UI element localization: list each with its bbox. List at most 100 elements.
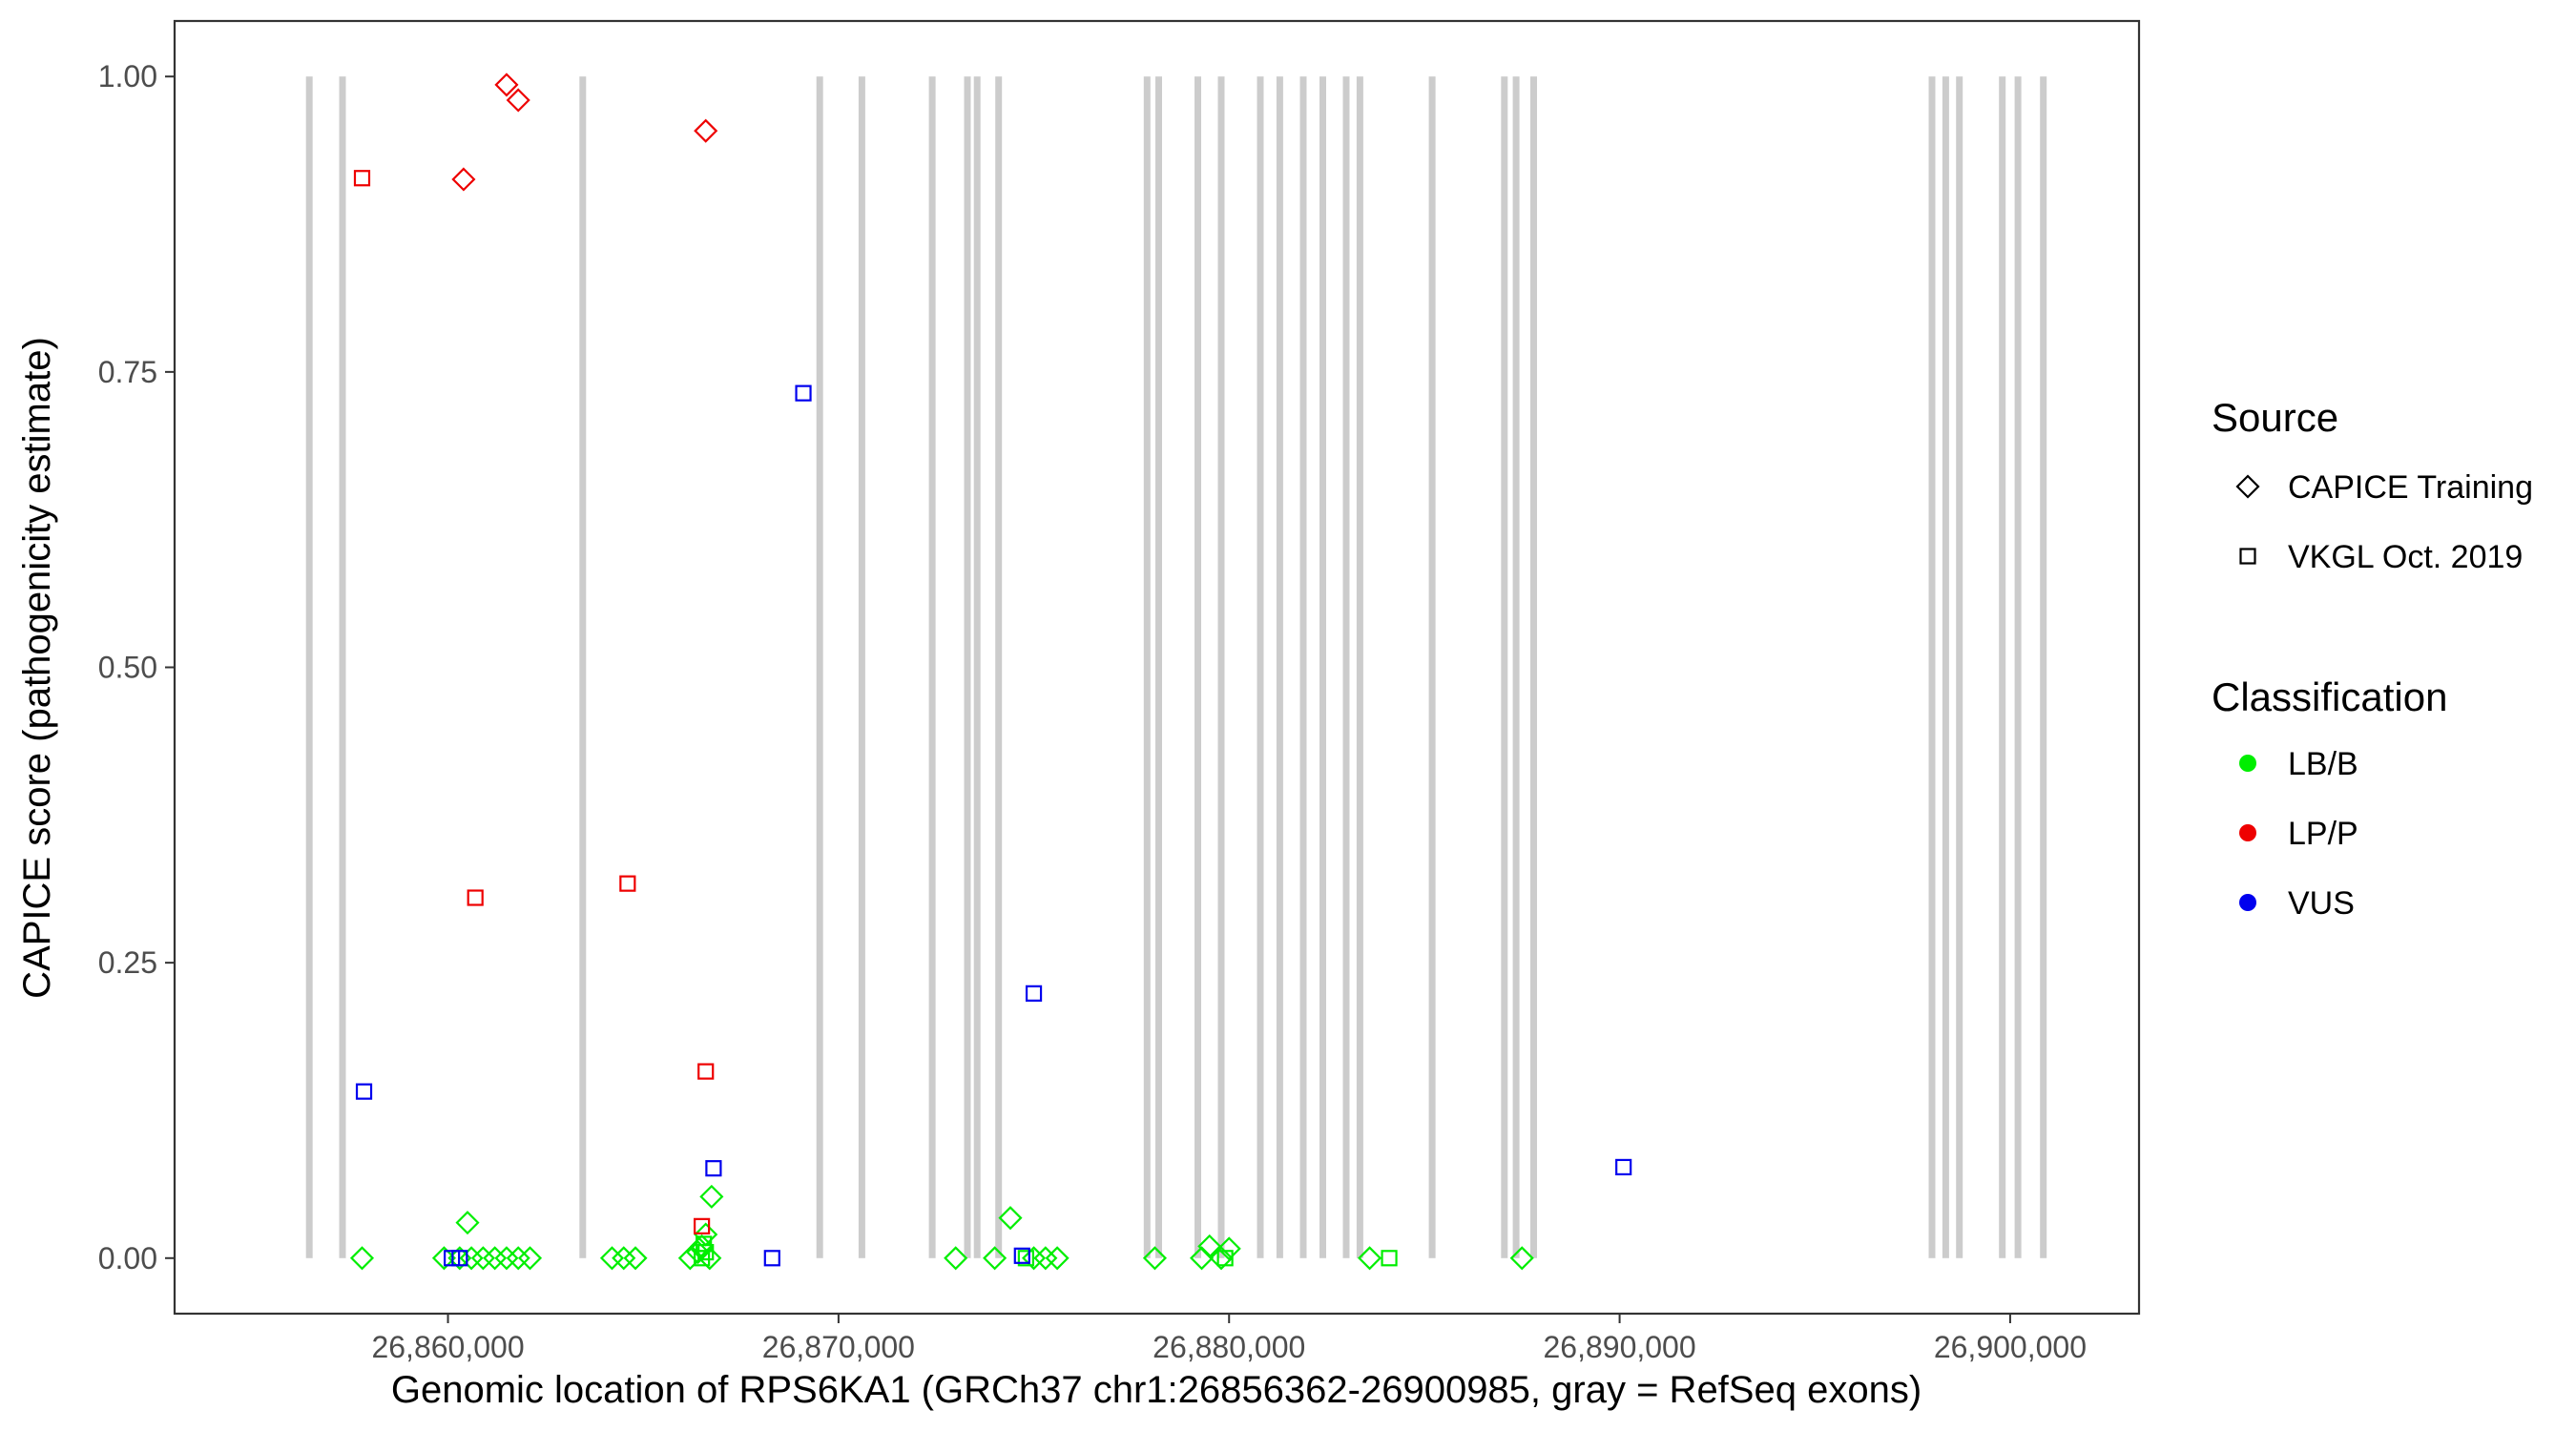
data-point [619,875,636,892]
exon-bar [579,76,587,1258]
exon-bar [1956,76,1963,1258]
data-point [599,1246,625,1271]
exon-bar [1143,76,1151,1258]
legend-key-dot [2239,824,2256,841]
y-tick-label: 0.50 [98,651,157,685]
data-point [1216,1236,1241,1261]
data-point [459,1246,484,1271]
data-point [697,1243,715,1261]
points-layer [349,73,1632,1271]
data-point [451,1250,468,1267]
exon-bar [1512,76,1520,1258]
data-point [353,170,371,187]
data-point [1045,1246,1070,1271]
y-tick-label: 0.25 [98,945,157,980]
exon-bar [1257,76,1264,1258]
data-point [1025,985,1043,1002]
legend-key-dot [2239,894,2256,911]
data-point [451,167,476,192]
data-point [1381,1250,1398,1267]
exon-bar [2040,76,2047,1258]
exon-bar [964,76,971,1258]
data-point [1197,1234,1222,1258]
legend-label-classification: VUS [2288,885,2355,922]
x-axis-title: Genomic location of RPS6KA1 (GRCh37 chr1… [391,1369,1922,1411]
data-point [494,1246,519,1271]
exon-bar [1319,76,1326,1258]
exon-bar [1428,76,1436,1258]
data-point [983,1246,1008,1271]
exon-bar [1276,76,1283,1258]
data-point [697,1246,722,1271]
data-point [1033,1246,1058,1271]
data-point [699,1184,724,1209]
data-point [685,1240,711,1265]
x-tick-label: 26,890,000 [1543,1330,1695,1364]
data-point [517,1246,543,1271]
legend: Source CAPICE Training VKGL Oct. 2019 Cla… [2212,395,2533,922]
exon-bar [1195,76,1201,1258]
x-tick-label: 26,870,000 [762,1330,915,1364]
data-point [1209,1246,1234,1271]
data-point [1615,1158,1632,1176]
y-tick-label: 0.75 [98,355,157,389]
exon-bar [1999,76,2006,1258]
exon-bar [305,76,313,1258]
exon-bar [816,76,823,1258]
exon-bar [1501,76,1508,1258]
data-point [431,1246,457,1271]
data-point [694,118,718,143]
exon-bar [1356,76,1363,1258]
exon-bar [1155,76,1162,1258]
legend-label-source: VKGL Oct. 2019 [2288,539,2523,575]
x-tick-label: 26,860,000 [371,1330,524,1364]
exon-layer [305,76,2047,1258]
exon-bar [1530,76,1537,1258]
legend-title-source: Source [2212,395,2338,440]
legend-label-classification: LP/P [2288,816,2358,852]
exon-bar [1217,76,1225,1258]
data-point [1017,1250,1034,1267]
exon-bar [973,76,981,1258]
data-point [998,1206,1023,1231]
exon-bar [928,76,936,1258]
data-point [470,1246,495,1271]
data-point [506,1246,530,1271]
data-point [697,1063,715,1080]
data-point [506,88,530,113]
legend-label-classification: LB/B [2288,746,2358,782]
exon-bar [1342,76,1350,1258]
data-point [455,1211,480,1235]
legend-key-dot [2239,755,2256,772]
data-point [349,1246,375,1271]
x-tick-label: 26,880,000 [1153,1330,1305,1364]
data-point [696,1235,713,1253]
data-point [355,1083,373,1100]
data-point [944,1246,968,1271]
data-point [1013,1247,1030,1264]
legend-key-diamond [2235,474,2260,499]
exon-bar [1299,76,1307,1258]
data-point [623,1246,648,1271]
data-point [705,1160,722,1177]
data-point [612,1246,636,1271]
legend-label-source: CAPICE Training [2288,469,2533,506]
y-axis-title: CAPICE score (pathogenicity estimate) [16,337,58,999]
exon-bar [2014,76,2022,1258]
exon-bar [858,76,865,1258]
exon-bar [1928,76,1936,1258]
data-point [795,384,812,402]
y-tick-label: 0.00 [98,1241,157,1275]
data-point [494,73,519,97]
data-point [1022,1246,1047,1271]
legend-title-classification: Classification [2212,674,2447,719]
data-point [483,1246,508,1271]
data-point [467,889,484,906]
data-point [677,1246,702,1271]
data-point [1216,1250,1234,1267]
data-point [1509,1246,1534,1271]
legend-key-square [2239,548,2256,565]
data-point [694,1217,711,1234]
